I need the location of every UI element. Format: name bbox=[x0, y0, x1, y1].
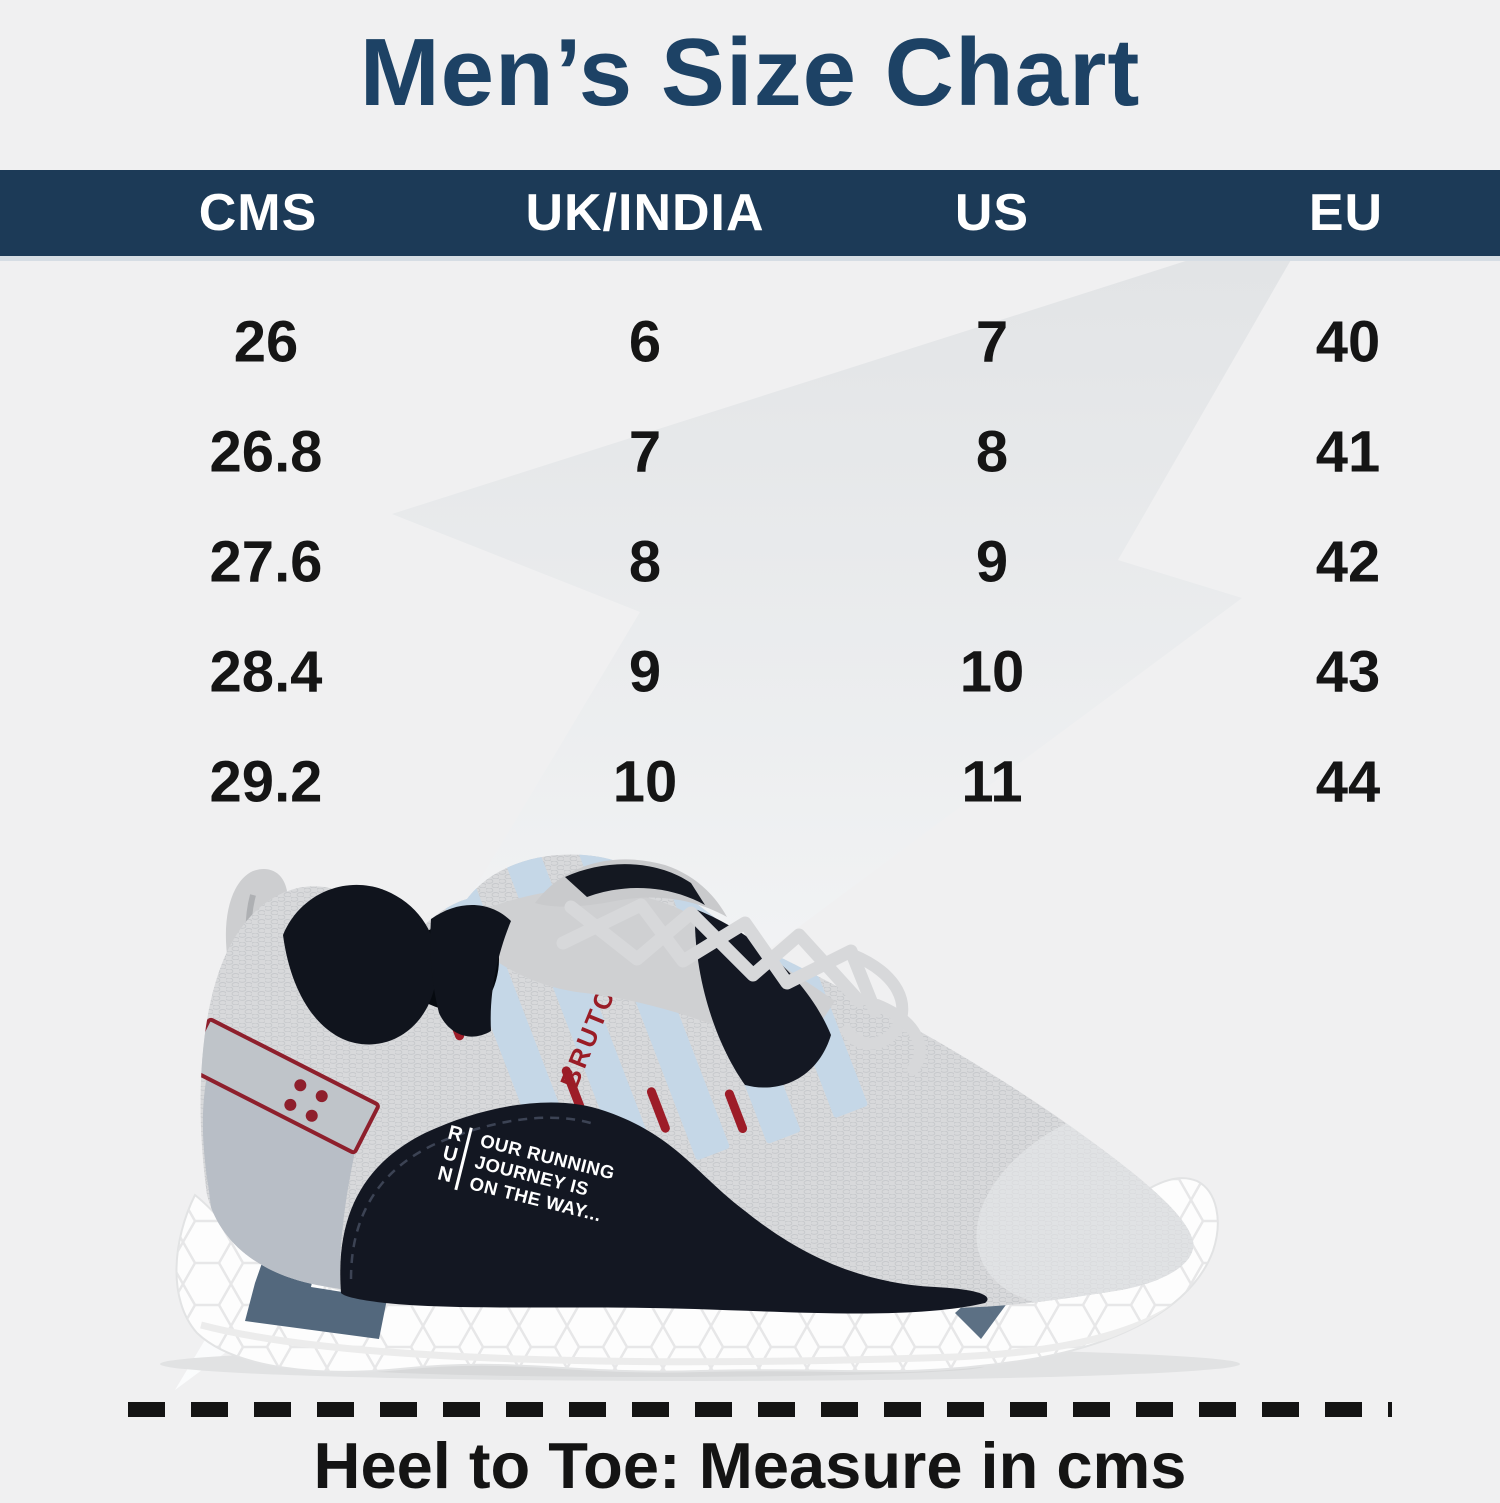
column-header-eu: EU bbox=[1308, 184, 1384, 242]
run-badge-letter: R bbox=[446, 1122, 466, 1147]
size-cell: 7 bbox=[628, 419, 662, 485]
size-cell: 8 bbox=[975, 419, 1009, 485]
mudguard-panel: R U N OUR RUNNING JOURNEY IS ON THE WAY.… bbox=[340, 1102, 988, 1314]
size-cell: 42 bbox=[1315, 529, 1381, 595]
collar-black bbox=[283, 884, 438, 1045]
run-badge-letter: U bbox=[441, 1142, 460, 1167]
measure-instruction: Heel to Toe: Measure in cms bbox=[313, 1429, 1187, 1502]
size-cell: 28.4 bbox=[209, 639, 323, 705]
size-cell: 11 bbox=[961, 749, 1023, 815]
size-cell: 26 bbox=[233, 309, 299, 375]
size-cell: 7 bbox=[975, 309, 1009, 375]
size-cell: 41 bbox=[1315, 419, 1381, 485]
size-cell: 43 bbox=[1315, 639, 1381, 705]
column-header-cms: CMS bbox=[198, 184, 318, 242]
size-cell: 8 bbox=[628, 529, 662, 595]
size-cell: 26.8 bbox=[209, 419, 323, 485]
size-cell: 6 bbox=[628, 309, 662, 375]
run-badge-letter: N bbox=[435, 1162, 454, 1187]
size-cell: 29.2 bbox=[209, 749, 323, 815]
heel-clip bbox=[200, 1017, 380, 1295]
heel-red-badge bbox=[200, 1017, 380, 1155]
product-shoe-image: BRUTON R U N bbox=[160, 854, 1240, 1381]
page-title: Men’s Size Chart bbox=[359, 19, 1141, 126]
column-header-us: US bbox=[954, 184, 1030, 242]
measure-dashed-line bbox=[128, 1402, 1392, 1417]
size-cell: 40 bbox=[1315, 309, 1381, 375]
size-cell: 27.6 bbox=[209, 529, 323, 595]
column-header-uk-india: UK/INDIA bbox=[525, 184, 765, 242]
size-cell: 10 bbox=[612, 749, 678, 815]
tongue-black-band bbox=[565, 864, 705, 905]
laces bbox=[556, 898, 926, 1075]
size-cell: 9 bbox=[975, 529, 1009, 595]
size-cell: 9 bbox=[628, 639, 662, 705]
size-cell: 44 bbox=[1315, 749, 1381, 815]
size-cell: 10 bbox=[959, 639, 1025, 705]
table-header-bar: CMS UK/INDIA US EU bbox=[0, 170, 1500, 261]
